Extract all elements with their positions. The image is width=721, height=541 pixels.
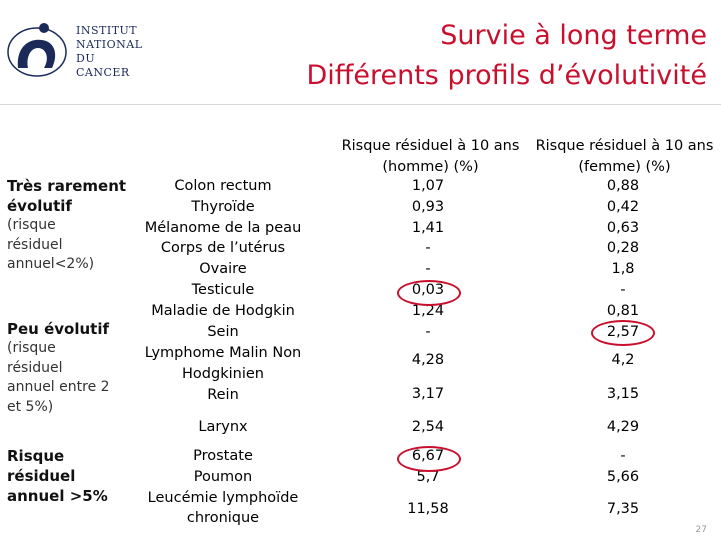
group3-men-value: 5,7 <box>378 467 478 488</box>
group3-cancer-list: Prostate Poumon Leucémie lymphoïde chron… <box>133 446 313 529</box>
title-divider <box>0 104 721 105</box>
value-cell: 4,29 <box>606 419 640 435</box>
value-cell: 0,28 <box>606 240 640 257</box>
highlight-circle-prostate-men <box>397 446 461 472</box>
cancer-name: Poumon <box>193 468 253 485</box>
category-high-residual-risk: Risque résiduel annuel >5% <box>7 447 108 505</box>
header-men: Risque résiduel à 10 ans (homme) (%) <box>341 138 520 175</box>
value-cell: 7,35 <box>606 501 640 517</box>
logo-line-1: Institut <box>76 24 138 37</box>
group2-men-value: 2,54 <box>378 417 478 438</box>
value-cell: 3,17 <box>411 386 445 402</box>
cancer-name: Lymphome Malin Non <box>144 345 302 361</box>
cancer-name: Mélanome de la peau <box>144 219 302 236</box>
group2-women-value: 3,15 <box>573 384 673 405</box>
group2-cancer-larynx: Larynx <box>133 417 313 438</box>
group2-women-value: 4,29 <box>573 417 673 438</box>
value-cell: 0,93 <box>411 198 445 215</box>
cancer-name: Thyroïde <box>191 198 255 215</box>
value-cell: - <box>425 261 431 278</box>
value-cell: 3,15 <box>606 386 640 402</box>
cancer-name: Ovaire <box>199 261 247 278</box>
value-cell: - <box>620 448 626 464</box>
value-cell: 4,2 <box>611 352 635 368</box>
group2-cancer-lymphoma: Lymphome Malin Non Hodgkinien Rein <box>133 343 313 405</box>
value-cell: - <box>425 323 431 340</box>
value-cell: - <box>425 240 431 257</box>
cancer-name: Larynx <box>198 419 248 435</box>
value-cell: 0,81 <box>606 302 640 319</box>
group3-men-value: 11,58 <box>378 499 478 520</box>
value-cell: 0,88 <box>606 178 640 194</box>
category-slightly-evolving: Peu évolutif (risque résiduel annuel ent… <box>7 320 110 415</box>
group3-women-value: 5,66 <box>573 467 673 488</box>
value-cell: 5,66 <box>606 469 640 485</box>
cancer-name: Maladie de Hodgkin <box>151 302 295 319</box>
value-cell: 4,28 <box>411 352 445 368</box>
group1-cancer-list: Colon rectum Thyroïde Mélanome de la pea… <box>133 176 313 342</box>
value-cell: 5,7 <box>416 469 440 485</box>
group3-women-value: - <box>573 446 673 467</box>
value-cell: 2,54 <box>411 419 445 435</box>
group1-men-values: 1,07 0,93 1,41 - - 0,03 1,24 - <box>378 176 478 342</box>
cancer-name: Prostate <box>193 448 253 464</box>
group2-men-value: 4,28 <box>378 350 478 371</box>
logo-line-3: du Cancer <box>76 52 130 79</box>
group3-women-value: 7,35 <box>573 499 673 520</box>
highlight-circle-sein-women <box>591 320 655 346</box>
inca-emblem-icon <box>7 23 67 77</box>
value-cell: 1,24 <box>411 302 445 319</box>
group1-women-values: 0,88 0,42 0,63 0,28 1,8 - 0,81 2,57 <box>573 176 673 342</box>
category-rarely-evolving: Très rarement évolutif (risque résiduel … <box>7 177 127 272</box>
page-number: 27 <box>695 525 707 535</box>
slide-title-line-1: Survie à long terme <box>440 20 707 51</box>
slide-title-line-2: Différents profils d’évolutivité <box>306 60 707 91</box>
highlight-circle-testicule-men <box>397 280 461 306</box>
value-cell: 1,41 <box>411 219 445 236</box>
value-cell: 1,8 <box>611 261 635 278</box>
cancer-name: Sein <box>207 323 239 340</box>
cancer-name: Corps de l’utérus <box>160 240 286 257</box>
value-cell: - <box>620 281 626 298</box>
header-women: Risque résiduel à 10 ans (femme) (%) <box>535 138 714 175</box>
value-cell: 0,42 <box>606 198 640 215</box>
cancer-name: Testicule <box>191 281 255 298</box>
logo-line-2: National <box>76 38 143 51</box>
slide-title: Survie à long terme Différents profils d… <box>306 16 707 96</box>
value-cell: 1,07 <box>411 178 445 194</box>
cancer-name: chronique <box>186 510 260 527</box>
cancer-name: Leucémie lymphoïde <box>147 489 299 506</box>
value-cell: 11,58 <box>407 501 449 517</box>
institut-national-du-cancer-logo: Institut National du Cancer <box>6 18 146 82</box>
group2-women-value: 4,2 <box>573 350 673 371</box>
cancer-name: Rein <box>207 386 239 403</box>
cancer-name: Colon rectum <box>174 178 272 194</box>
group2-men-value: 3,17 <box>378 384 478 405</box>
cancer-name: Hodgkinien <box>182 365 264 382</box>
value-cell: 0,63 <box>606 219 640 236</box>
